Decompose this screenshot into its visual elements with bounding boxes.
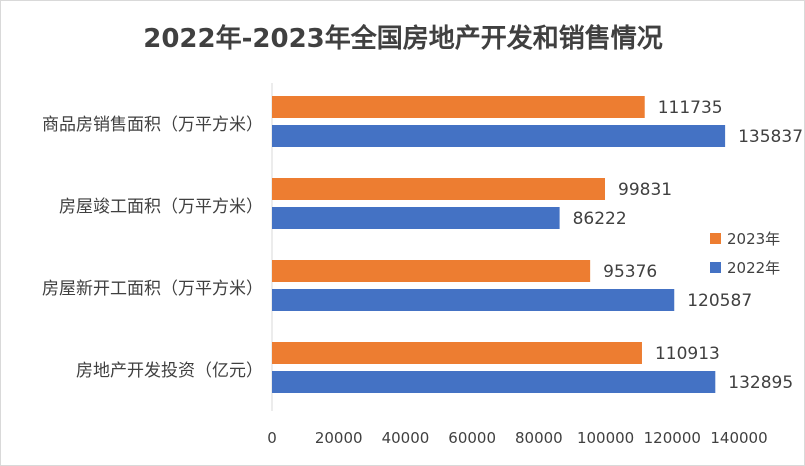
bar-2023 [272, 96, 645, 118]
chart-title: 2022年-2023年全国房地产开发和销售情况 [143, 23, 663, 54]
data-label: 120587 [687, 291, 752, 311]
category-label: 商品房销售面积（万平方米） [42, 115, 263, 135]
plot-area: 商品房销售面积（万平方米） 111735 135837 房屋竣工面积（万平方米） 998… [42, 83, 803, 447]
bar-2022 [272, 207, 560, 229]
legend-label: 2023年 [727, 230, 780, 248]
data-label: 135837 [738, 127, 803, 147]
data-label: 86222 [573, 209, 627, 229]
legend-label: 2022年 [727, 259, 780, 277]
x-tick-label: 40000 [382, 429, 430, 447]
x-tick-label: 20000 [315, 429, 363, 447]
bar-2023 [272, 178, 606, 200]
legend-swatch-2023 [710, 233, 721, 244]
x-tick-label: 0 [267, 429, 277, 447]
bar-2022 [272, 125, 726, 147]
category-label: 房屋新开工面积（万平方米） [42, 279, 263, 299]
data-label: 99831 [618, 180, 672, 200]
bar-2023 [272, 260, 591, 282]
x-tick-label: 60000 [448, 429, 496, 447]
legend: 2023年 2022年 [710, 230, 780, 277]
x-tick-label: 140000 [710, 429, 767, 447]
data-label: 132895 [728, 373, 793, 393]
category-label: 房屋竣工面积（万平方米） [59, 197, 263, 217]
bar-2023 [272, 342, 642, 364]
category-label: 房地产开发投资（亿元） [76, 361, 263, 381]
data-label: 95376 [603, 262, 657, 282]
data-label: 111735 [658, 98, 723, 118]
data-label: 110913 [655, 344, 720, 364]
x-tick-label: 100000 [577, 429, 634, 447]
legend-swatch-2022 [710, 262, 721, 273]
bar-2022 [272, 289, 675, 311]
bar-2022 [272, 371, 716, 393]
x-tick-label: 80000 [515, 429, 563, 447]
x-tick-label: 120000 [644, 429, 701, 447]
